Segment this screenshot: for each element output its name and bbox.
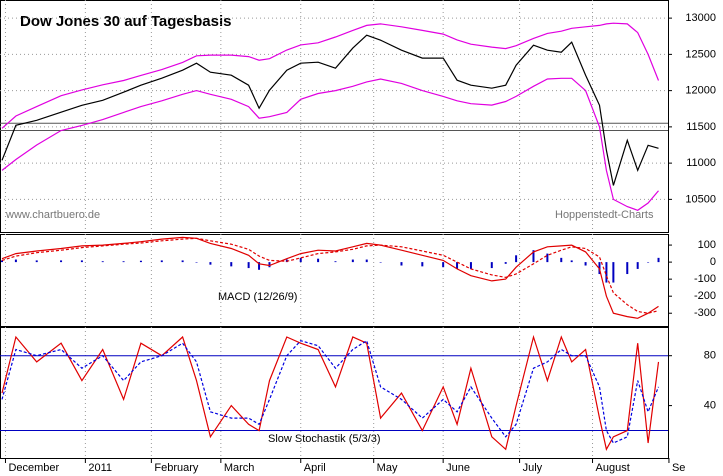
indicator-line <box>1 339 660 444</box>
y-tick-label: -100 <box>694 273 716 285</box>
histogram-bar <box>268 262 271 268</box>
indicator-line <box>1 22 660 129</box>
histogram-bar <box>334 261 337 263</box>
y-tick-label: 11500 <box>686 121 716 133</box>
histogram-bar <box>14 259 17 263</box>
histogram-bar <box>181 260 184 263</box>
x-tick-label: February <box>154 462 199 474</box>
indicator-line <box>1 77 659 211</box>
price-line <box>1 34 659 186</box>
histogram-bar <box>195 262 198 263</box>
histogram-bar <box>456 262 459 269</box>
source-note: Hoppenstedt-Charts <box>555 209 654 221</box>
histogram-bar <box>247 262 250 269</box>
histogram-bar <box>299 257 302 263</box>
histogram-bar <box>504 262 507 264</box>
histogram-bar <box>657 257 660 263</box>
histogram-bar <box>560 257 563 263</box>
histogram-bar <box>80 260 83 263</box>
x-tick-label: June <box>446 462 470 474</box>
histogram-bar <box>515 255 518 263</box>
x-tick-label: July <box>523 462 543 474</box>
chart-title: Dow Jones 30 auf Tagesbasis <box>20 13 231 30</box>
histogram-bar <box>122 261 125 263</box>
histogram-bar <box>35 260 38 263</box>
panel-label: MACD (12/26/9) <box>218 291 297 303</box>
y-tick-label: 12500 <box>685 48 716 60</box>
histogram-bar <box>636 262 639 269</box>
histogram-bar <box>469 262 472 269</box>
x-tick-label: April <box>304 462 326 474</box>
panel-label: Slow Stochastik (5/3/3) <box>268 433 381 445</box>
histogram-bar <box>379 262 382 263</box>
y-tick-label: 10500 <box>685 193 716 205</box>
histogram-bar <box>139 260 142 263</box>
histogram-bar <box>570 260 573 263</box>
y-tick-label: 0 <box>710 256 716 268</box>
panel-frame <box>0 234 669 327</box>
histogram-bar <box>230 262 233 267</box>
histogram-bar <box>647 262 650 263</box>
watermark: www.chartbuero.de <box>5 209 100 221</box>
histogram-bar <box>605 262 608 283</box>
y-tick-label: 13000 <box>685 12 716 24</box>
y-tick-label: -200 <box>694 290 716 302</box>
histogram-bar <box>160 260 163 263</box>
x-tick-label: March <box>224 462 255 474</box>
x-tick-label: 2011 <box>88 462 112 474</box>
histogram-bar <box>532 250 535 263</box>
histogram-bar <box>1 260 3 263</box>
histogram-bar <box>317 258 320 263</box>
histogram-bar <box>400 262 403 266</box>
histogram-bar <box>101 261 104 263</box>
indicator-line <box>1 334 660 451</box>
histogram-bar <box>626 262 629 275</box>
histogram-bar <box>351 259 354 263</box>
panel-frame <box>0 327 669 459</box>
x-tick-label: May <box>377 462 398 474</box>
indicator-line <box>1 236 659 319</box>
histogram-bar <box>546 253 549 263</box>
histogram-bar <box>60 260 63 263</box>
histogram-bar <box>442 262 445 268</box>
panel-frame <box>0 0 669 233</box>
histogram-bar <box>421 262 424 267</box>
y-tick-label: -300 <box>694 307 716 319</box>
y-tick-label: 11000 <box>686 157 716 169</box>
y-tick-label: 12000 <box>685 85 716 97</box>
histogram-bar <box>365 259 368 263</box>
indicator-line <box>1 237 659 314</box>
histogram-bar <box>584 262 587 266</box>
x-tick-label: December <box>8 462 59 474</box>
histogram-bar <box>612 262 615 283</box>
histogram-bar <box>490 262 493 269</box>
x-tick-label: August <box>596 462 630 474</box>
x-tick-label: Se <box>672 462 685 474</box>
y-tick-label: 80 <box>704 350 716 362</box>
histogram-bar <box>258 262 261 270</box>
y-tick-label: 40 <box>704 400 716 412</box>
histogram-bar <box>209 262 212 265</box>
y-tick-label: 100 <box>698 239 716 251</box>
